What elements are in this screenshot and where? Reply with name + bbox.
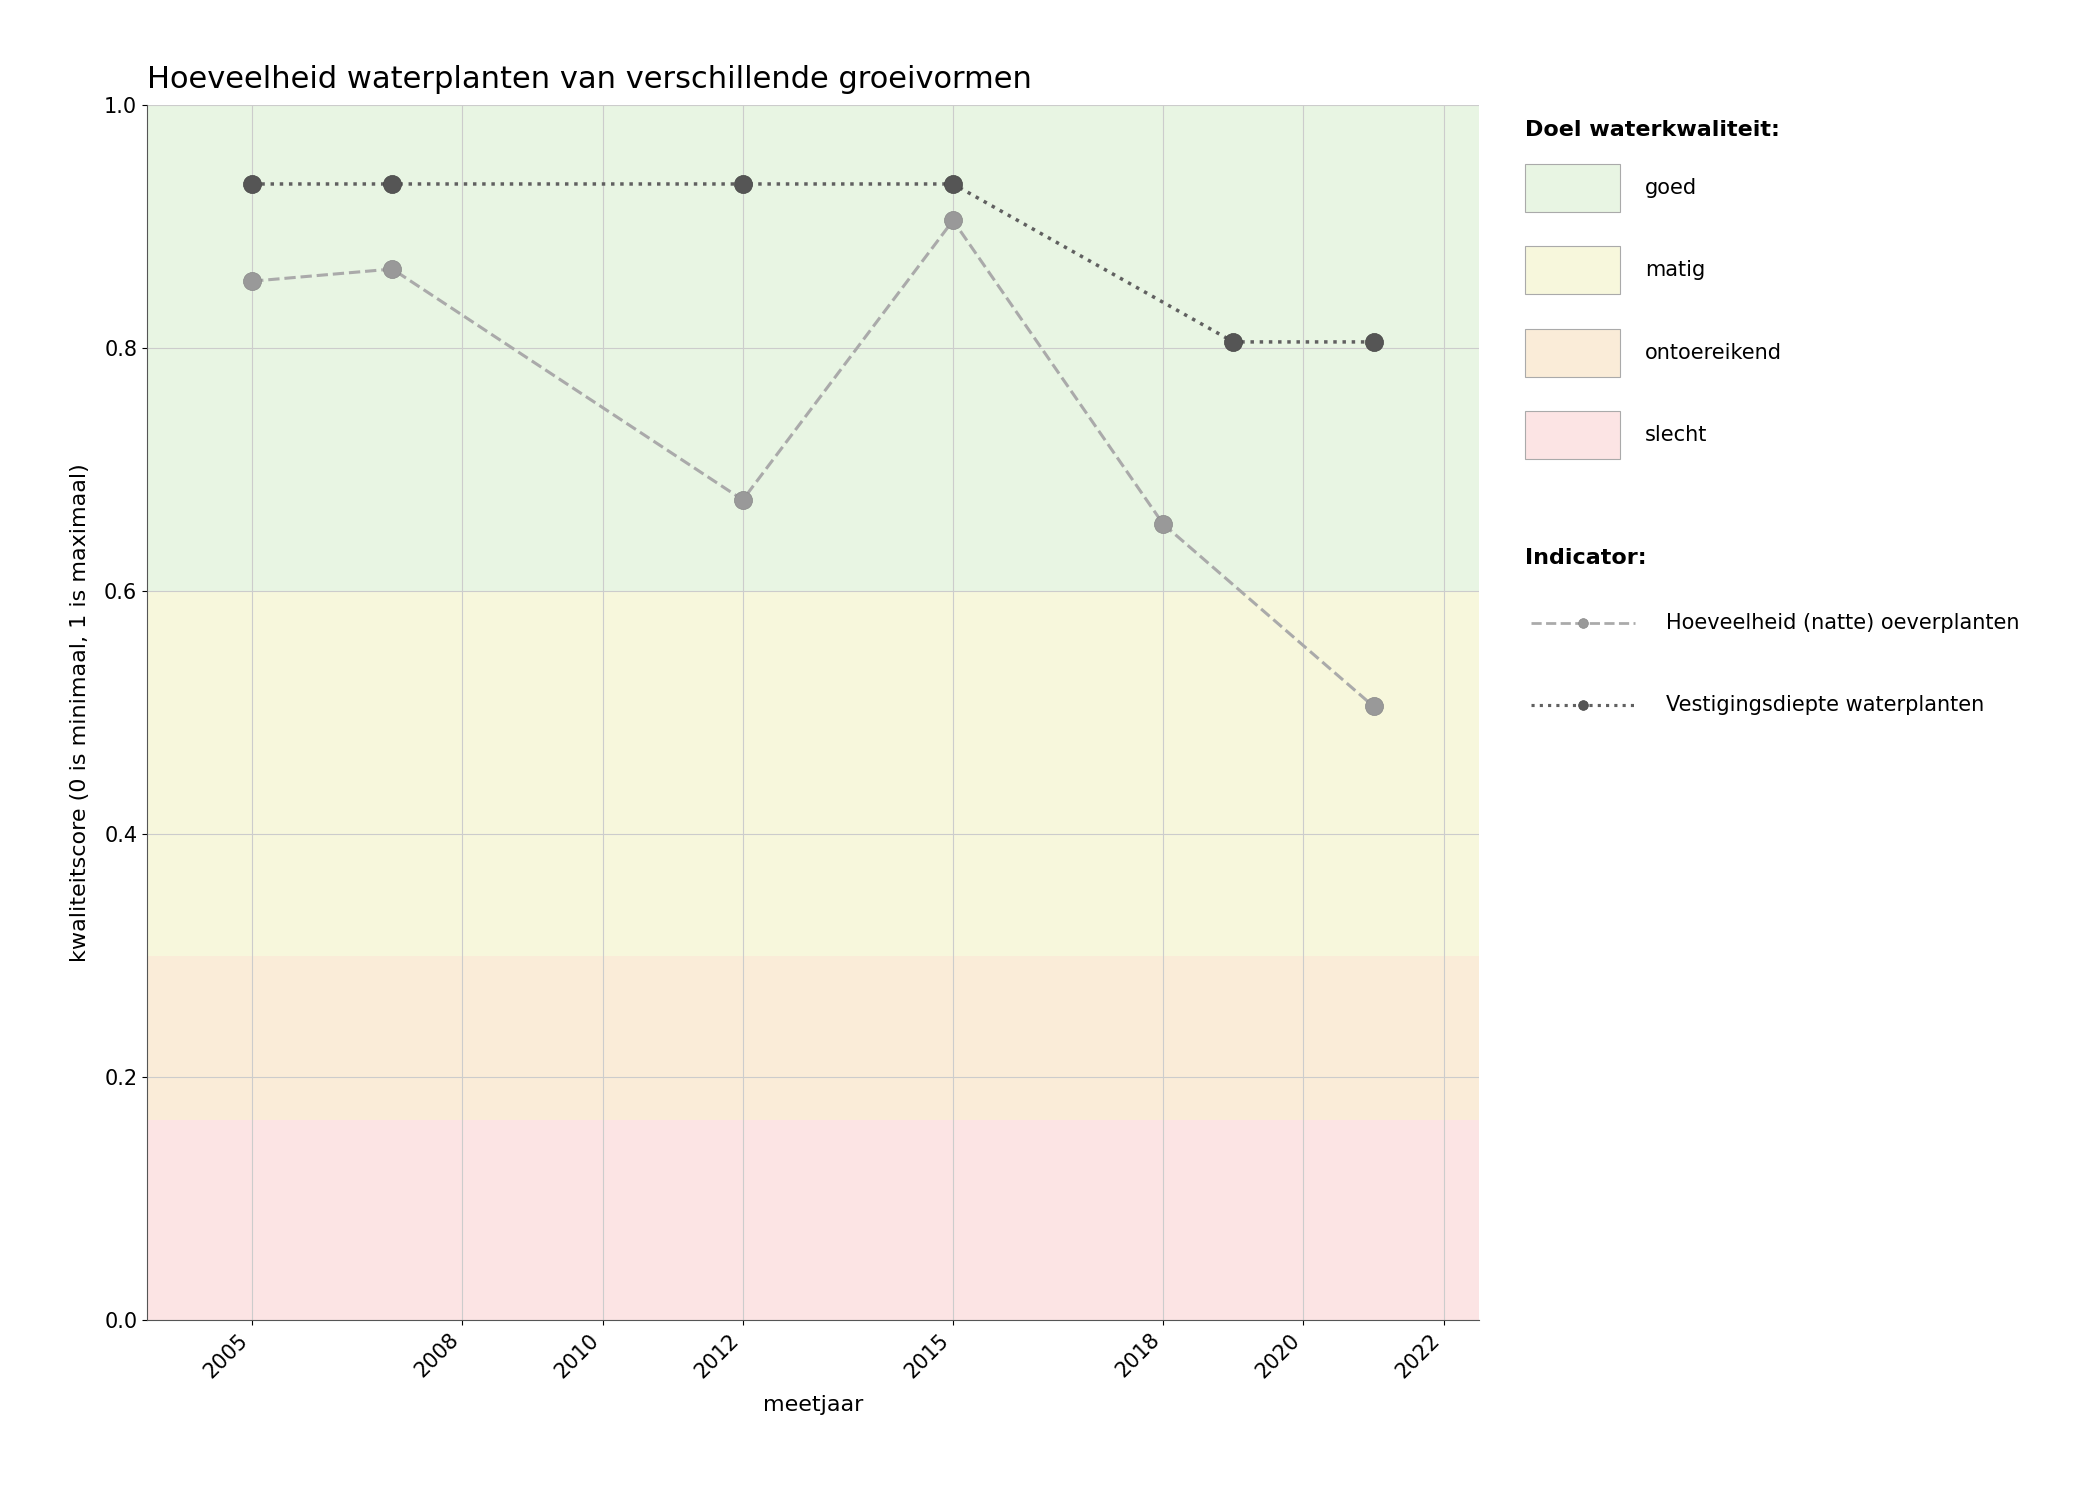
Bar <box>147 105 1478 591</box>
Text: Vestigingsdiepte waterplanten: Vestigingsdiepte waterplanten <box>1665 694 1984 715</box>
Text: Hoeveelheid waterplanten van verschillende groeivormen: Hoeveelheid waterplanten van verschillen… <box>147 66 1031 94</box>
Y-axis label: kwaliteitscore (0 is minimaal, 1 is maximaal): kwaliteitscore (0 is minimaal, 1 is maxi… <box>69 464 90 962</box>
Text: matig: matig <box>1644 260 1705 280</box>
X-axis label: meetjaar: meetjaar <box>762 1395 863 1414</box>
Text: ontoereikend: ontoereikend <box>1644 342 1783 363</box>
Text: slecht: slecht <box>1644 424 1707 445</box>
Text: Doel waterkwaliteit:: Doel waterkwaliteit: <box>1525 120 1781 140</box>
Text: Hoeveelheid (natte) oeverplanten: Hoeveelheid (natte) oeverplanten <box>1665 612 2020 633</box>
Text: Indicator:: Indicator: <box>1525 548 1646 567</box>
Bar <box>147 1119 1478 1320</box>
Bar <box>147 591 1478 956</box>
Bar <box>147 956 1478 1119</box>
Text: goed: goed <box>1644 177 1697 198</box>
